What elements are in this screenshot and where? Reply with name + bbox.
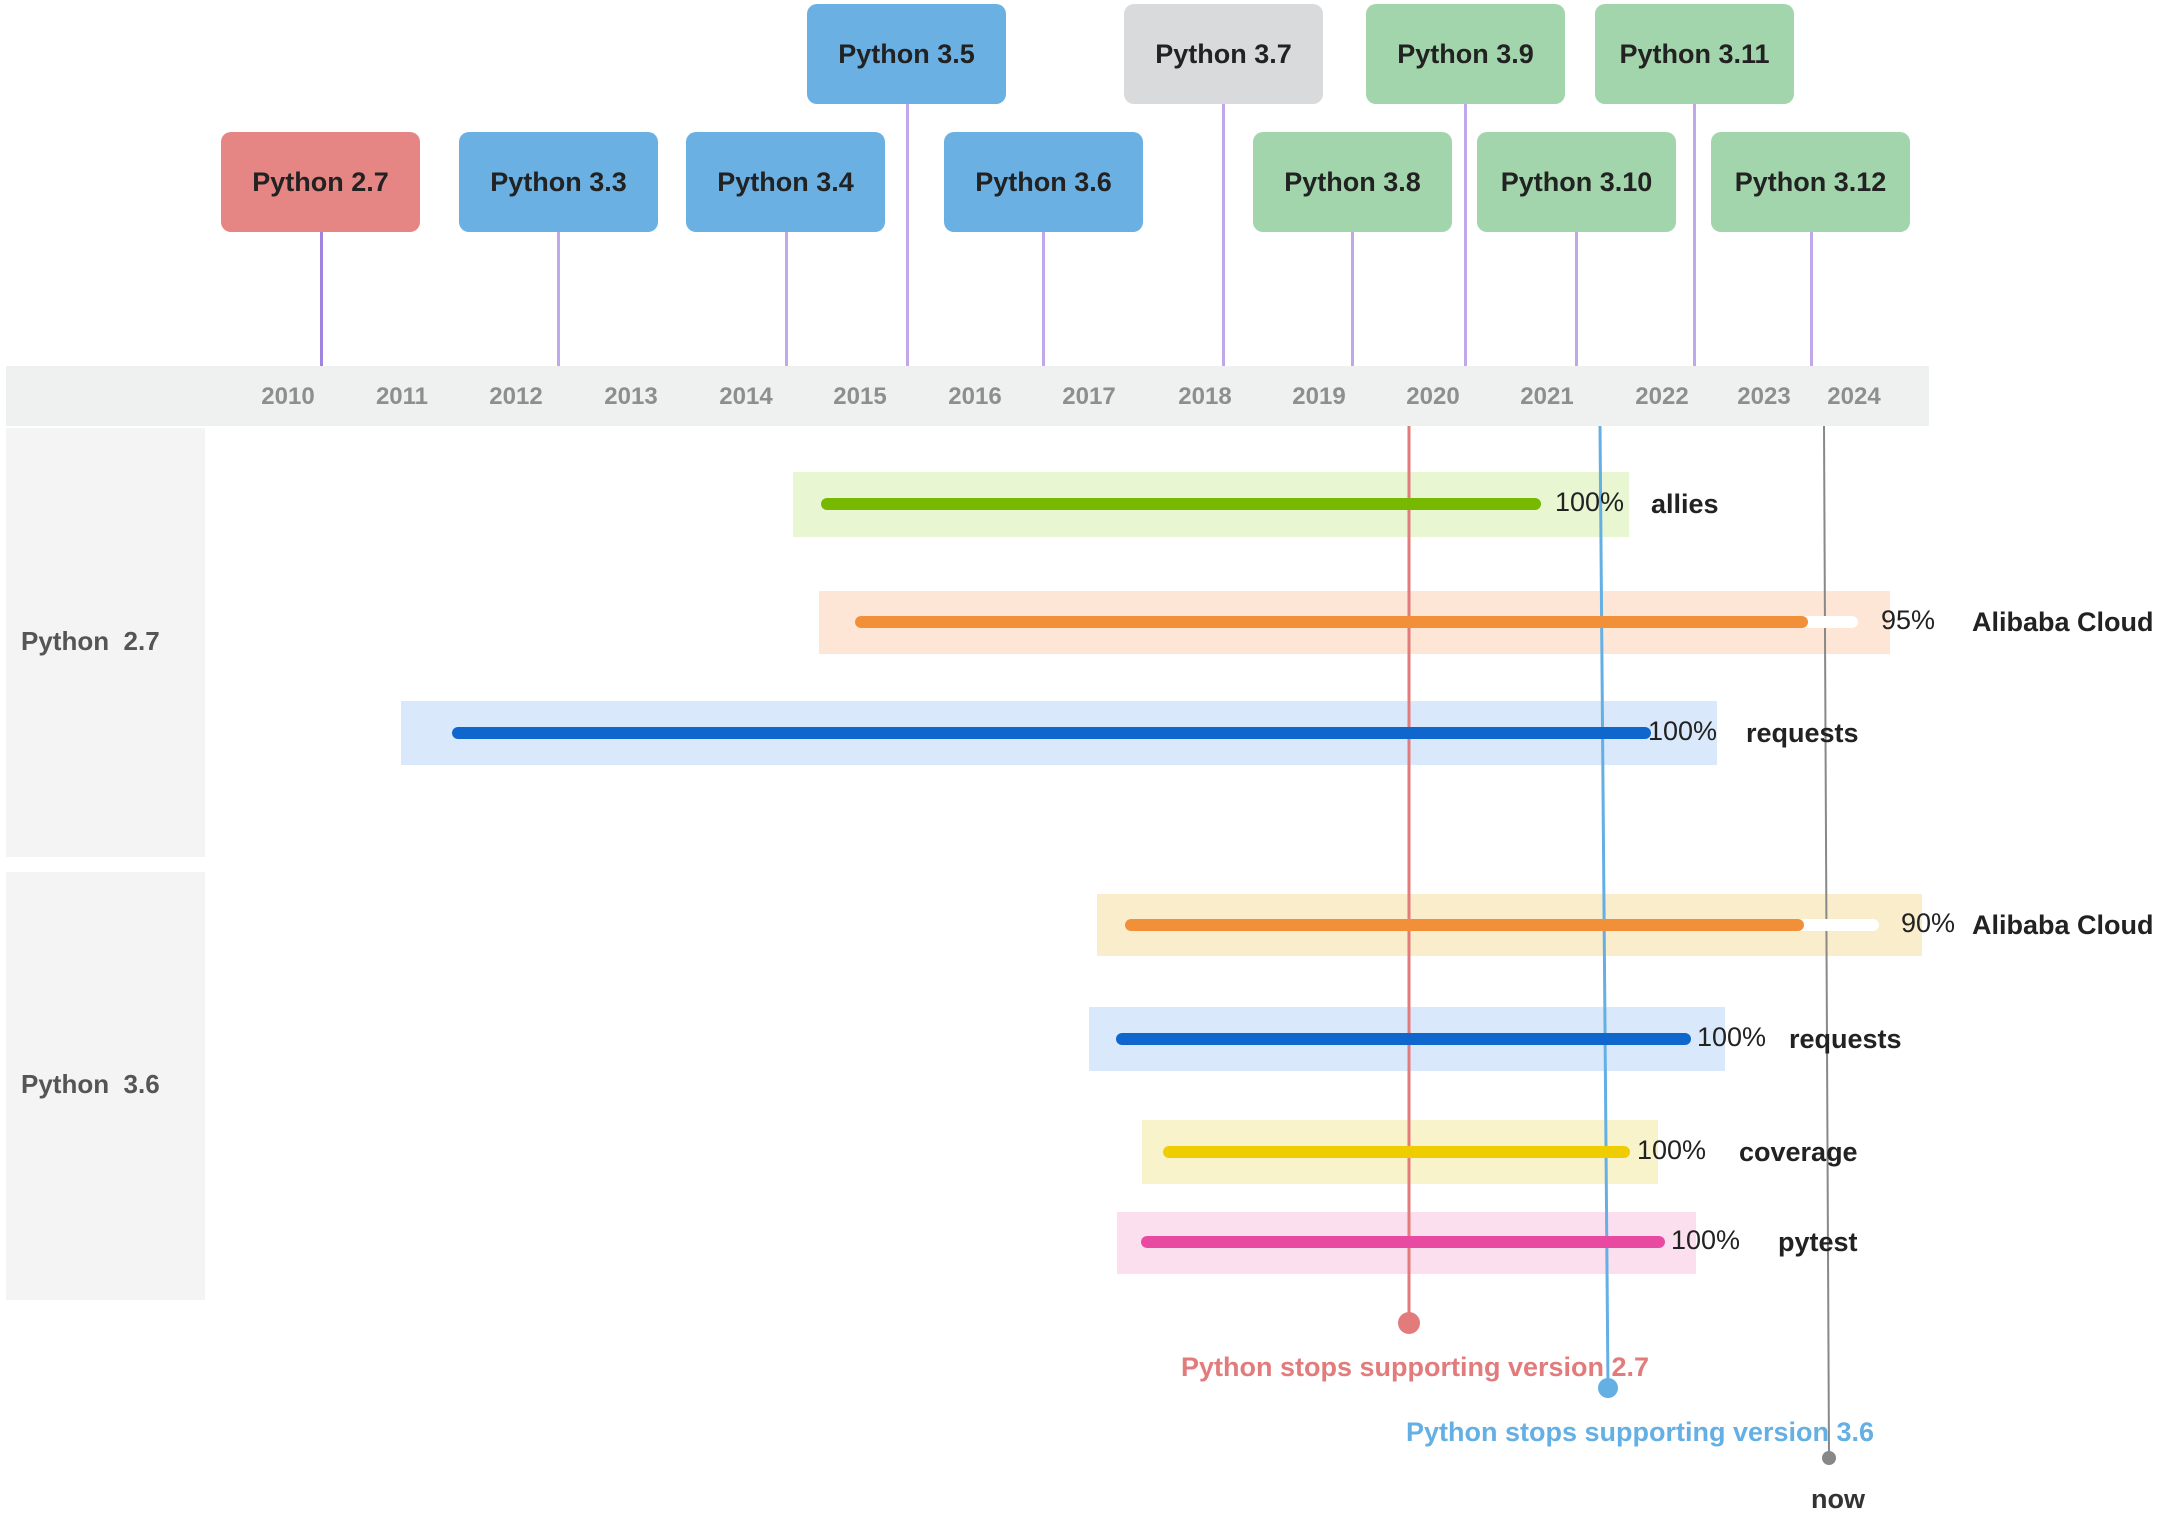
release-box: Python 3.9	[1366, 4, 1565, 104]
release-box: Python 3.11	[1595, 4, 1794, 104]
year-tick-label: 2018	[1178, 383, 1232, 410]
release-connector	[1810, 232, 1813, 366]
release-connector	[1351, 232, 1354, 366]
release-box: Python 3.8	[1253, 132, 1452, 232]
release-connector	[1464, 104, 1467, 366]
bar-fill	[821, 498, 1541, 510]
release-box: Python 3.3	[459, 132, 658, 232]
group-label: Python 3.6	[21, 1069, 160, 1099]
group-label: Python 2.7	[21, 625, 160, 656]
marker-dot	[1398, 1312, 1420, 1334]
year-tick-label: 2020	[1406, 383, 1460, 410]
bar-fill	[1163, 1146, 1630, 1158]
bar-name-label: requests	[1789, 1024, 1902, 1054]
year-tick-label: 2024	[1827, 383, 1881, 410]
release-box: Python 3.10	[1477, 132, 1676, 232]
bar-fill	[1125, 919, 1804, 931]
release-connector	[1042, 232, 1045, 366]
bar-percent-label: 100%	[1648, 716, 1718, 746]
bar-name-label: coverage	[1739, 1137, 1858, 1167]
bar-name-label: requests	[1746, 718, 1859, 748]
bar-percent-label: 95%	[1881, 605, 1936, 635]
release-connector	[1693, 104, 1696, 366]
group-panel	[6, 428, 205, 857]
bar-percent-label: 100%	[1671, 1225, 1741, 1255]
year-tick-label: 2015	[833, 383, 887, 410]
bar-name-label: allies	[1651, 489, 1719, 519]
bar-fill	[1116, 1033, 1691, 1045]
year-tick-label: 2019	[1292, 383, 1346, 410]
group-panel	[6, 872, 205, 1300]
bar-percent-label: 100%	[1555, 487, 1625, 517]
year-tick-label: 2010	[261, 383, 315, 410]
release-box: Python 2.7	[221, 132, 420, 232]
year-tick-label: 2023	[1737, 383, 1791, 410]
year-tick-label: 2016	[948, 383, 1002, 410]
marker-label: Python stops supporting version 3.6	[1405, 1417, 1875, 1447]
release-box: Python 3.4	[686, 132, 885, 232]
bar-name-label: Alibaba Cloud	[1972, 910, 2154, 940]
release-box: Python 3.6	[944, 132, 1143, 232]
bar-percent-label: 100%	[1637, 1135, 1707, 1165]
year-tick-label: 2011	[375, 383, 429, 410]
bar-fill	[452, 727, 1651, 739]
release-connector	[785, 232, 788, 366]
release-connector	[320, 232, 323, 366]
bar-fill	[1141, 1236, 1665, 1248]
bar-percent-label: 90%	[1901, 908, 1956, 938]
year-tick-label: 2013	[604, 383, 658, 410]
bar-name-label: pytest	[1778, 1227, 1858, 1257]
year-tick-label: 2022	[1635, 383, 1689, 410]
year-tick-label: 2014	[719, 383, 773, 410]
marker-label: now	[1811, 1484, 1865, 1514]
bar-fill	[855, 616, 1808, 628]
release-connector	[1222, 104, 1225, 366]
release-box: Python 3.7	[1124, 4, 1323, 104]
year-tick-label: 2017	[1062, 383, 1116, 410]
marker-label: Python stops supporting version 2.7	[1180, 1352, 1650, 1382]
release-connector	[1575, 232, 1578, 366]
bar-name-label: Alibaba Cloud	[1972, 607, 2154, 637]
time-axis	[6, 366, 1929, 426]
year-tick-label: 2012	[489, 383, 543, 410]
bar-percent-label: 100%	[1697, 1022, 1767, 1052]
release-connector	[906, 104, 909, 366]
year-tick-label: 2021	[1520, 383, 1574, 410]
release-box: Python 3.5	[807, 4, 1006, 104]
release-box: Python 3.12	[1711, 132, 1910, 232]
marker-dot	[1598, 1378, 1618, 1398]
release-connector	[557, 232, 560, 366]
marker-dot	[1822, 1451, 1836, 1465]
